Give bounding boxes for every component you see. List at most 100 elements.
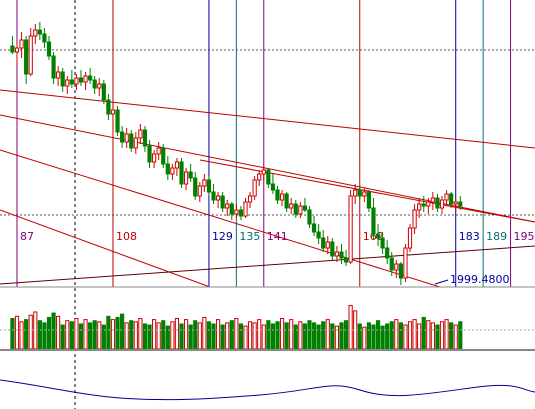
volume-bar [129,320,134,350]
candle-body [225,203,230,209]
candle-body [298,205,303,215]
volume-bar [220,324,225,350]
candle-body [83,75,88,83]
candle-body [78,77,84,83]
volume-bar [10,318,15,350]
volume-bar [51,312,56,350]
volume-bar [330,323,335,350]
candle-body [311,223,317,233]
volume-bar [398,322,403,350]
volume-bar [343,320,349,350]
volume-bar [197,322,202,350]
volume-bar [403,324,408,350]
volume-bar [202,316,207,350]
candle-body [257,173,262,181]
volume-bar [394,319,399,350]
volume-bar [211,323,216,350]
volume-bar [339,322,344,350]
candle-body [101,83,106,101]
volume-bar [426,320,431,350]
volume-bar [138,318,143,350]
volume-bar [430,322,435,350]
volume-bar [316,324,321,350]
candle-body [211,191,216,201]
candle-body [394,263,399,271]
volume-bar [101,324,106,350]
volume-bar [371,324,376,350]
candle-body [33,29,38,37]
volume-bar [311,322,317,350]
cycle-label: 183 [459,230,480,243]
trendline [0,245,535,285]
volume-bar [14,315,20,350]
candle-body [174,161,180,169]
volume-bar [444,319,449,350]
candle-body [385,247,390,259]
candle-body [243,201,248,217]
candle-body [398,263,403,279]
candle-body [439,199,445,209]
cycle-label: 189 [486,230,507,243]
volume-bar [97,321,102,350]
volume-bar [385,323,390,350]
volume-bar [307,320,312,350]
volume-bar [298,321,303,350]
volume-bar [28,314,33,350]
volume-bar [238,323,244,350]
volume-bars [10,304,463,350]
candle-body [357,189,362,197]
volume-bar [417,323,422,350]
candle-body [435,197,440,209]
candle-body [138,129,143,139]
candle-body [289,203,294,209]
candle-body [261,169,266,175]
candle-body [279,193,285,201]
volume-bar [421,316,426,350]
candle-body [234,209,239,215]
volume-bar [174,318,180,350]
volume-bar [46,316,52,350]
candle-body [156,147,161,155]
volume-bar [161,320,166,350]
volume-bar [88,322,93,350]
candle-body [371,207,376,235]
volume-bar [106,315,111,350]
trendline [0,89,535,149]
candle-body [37,29,42,35]
volume-bar [24,319,29,350]
cycle-label: 108 [116,230,137,243]
candle-body [247,195,253,203]
candle-body [325,241,330,249]
candle-body [88,75,93,81]
volume-bar [289,319,294,350]
volume-bar [215,319,221,350]
candle-body [46,41,52,57]
volume-bar [453,324,458,350]
candle-body [188,171,193,179]
cycle-label: 195 [514,230,535,243]
candle-body [65,79,70,87]
volume-bar [69,321,74,350]
volume-bar [37,320,42,350]
volume-bar [142,323,148,350]
volume-bar [65,320,70,350]
volume-bar [110,319,116,350]
volume-bar [152,319,157,350]
candle-body [458,201,463,207]
volume-bar [170,321,175,350]
volume-bar [449,322,454,350]
candle-body [10,45,15,53]
candle-body [316,231,321,239]
candle-body [284,193,289,209]
candle-body [293,203,298,215]
candle-body [124,133,129,143]
trendline [0,149,441,287]
volume-bar [74,318,79,350]
volume-bar [321,321,326,350]
candle-body [179,161,184,185]
volume-bar [293,324,298,350]
candle-body [183,171,189,185]
candle-body [133,137,138,149]
volume-bar [279,318,285,350]
